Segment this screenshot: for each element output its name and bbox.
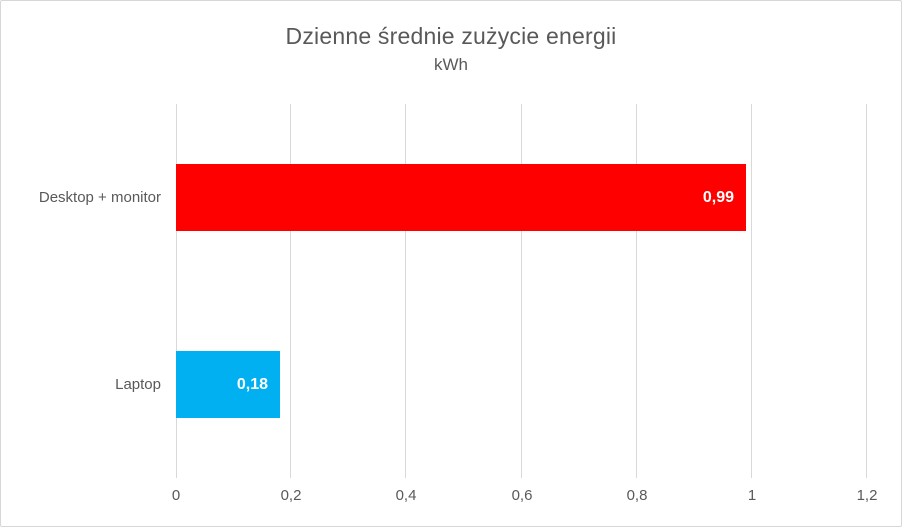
x-tick-label: 1: [747, 487, 757, 504]
gridline: [521, 104, 522, 478]
bar-laptop: 0,18: [176, 351, 280, 418]
gridline: [636, 104, 637, 478]
x-tick-label: 0: [171, 487, 181, 504]
gridline: [176, 104, 177, 478]
gridline: [751, 104, 752, 478]
plot-area: 0,99 0,18: [176, 104, 867, 478]
bar-desktop-monitor: 0,99: [176, 164, 746, 231]
x-tick-label: 0,6: [511, 487, 533, 504]
gridline: [866, 104, 867, 478]
bar-value-label: 0,99: [702, 188, 734, 206]
gridline: [405, 104, 406, 478]
x-tick-label: 0,2: [280, 487, 302, 504]
category-label: Desktop + monitor: [38, 189, 161, 206]
chart-subtitle: kWh: [434, 55, 468, 74]
x-tick-label: 0,8: [626, 487, 648, 504]
x-tick-label: 1,2: [856, 487, 878, 504]
bar-value-label: 0,18: [236, 375, 268, 393]
x-tick-label: 0,4: [395, 487, 417, 504]
chart-title: Dzienne średnie zużycie energii: [285, 23, 617, 49]
gridline: [290, 104, 291, 478]
category-label: Laptop: [115, 376, 161, 393]
